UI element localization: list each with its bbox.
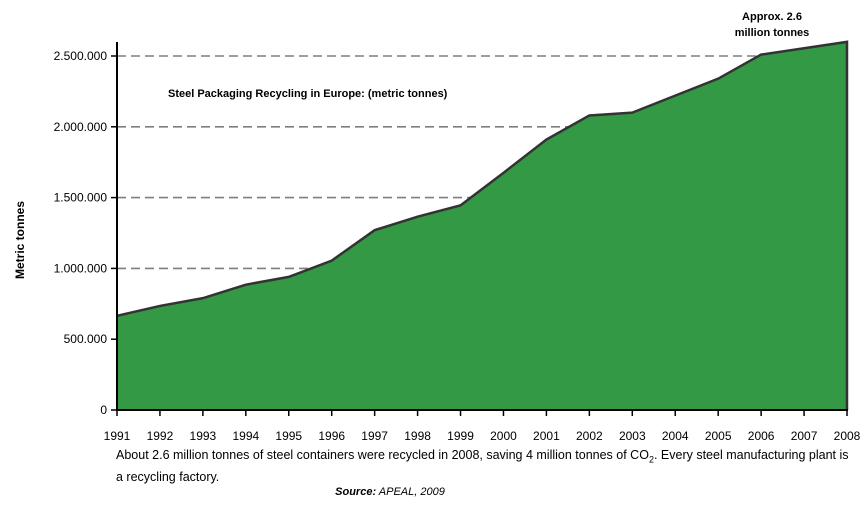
- series-line: [116, 40, 849, 410]
- x-tick-label: 1992: [147, 429, 174, 443]
- y-tick-label: 500.000: [64, 332, 108, 346]
- x-tick-label: 2003: [619, 429, 646, 443]
- caption-text: About 2.6 million tonnes of steel contai…: [116, 448, 649, 462]
- axes: [111, 42, 848, 416]
- x-tick-label: 1991: [104, 429, 131, 443]
- x-tick-labels: 1991 1992 1993 1994 1995 1996 1997 1998 1999 2000…: [104, 429, 861, 443]
- source-value: APEAL, 2009: [376, 486, 445, 498]
- y-tick-labels: 0 500.000 1.000.000 1.500.000 2.000.000 2.500…: [54, 49, 108, 417]
- y-tick-label: 2.000.000: [54, 120, 108, 134]
- x-tick-label: 2006: [748, 429, 775, 443]
- x-tick-label: 1994: [232, 429, 259, 443]
- x-tick-label: 2004: [662, 429, 689, 443]
- source-label: Source:: [335, 486, 377, 498]
- y-tick-label: 1.500.000: [54, 191, 108, 205]
- area-chart: 0 500.000 1.000.000 1.500.000 2.000.000 2.500…: [13, 11, 861, 443]
- x-tick-label: 1998: [404, 429, 431, 443]
- caption: About 2.6 million tonnes of steel contai…: [116, 447, 856, 486]
- x-tick-label: 2005: [705, 429, 732, 443]
- y-tick-label: 0: [100, 403, 107, 417]
- x-tick-label: 2007: [791, 429, 818, 443]
- area-series: [117, 41, 847, 411]
- caption-text-end: . Every steel manufacturing plant is a r…: [116, 448, 849, 484]
- x-tick-label: 1996: [318, 429, 345, 443]
- source-note: Source: APEAL, 2009: [0, 486, 780, 498]
- x-tick-label: 2000: [490, 429, 517, 443]
- chart-title: Steel Packaging Recycling in Europe: (me…: [168, 88, 448, 100]
- annotation-line-1: Approx. 2.6: [742, 11, 802, 23]
- x-tick-label: 1997: [361, 429, 388, 443]
- x-tick-label: 2002: [576, 429, 603, 443]
- x-tick-label: 1995: [275, 429, 302, 443]
- x-tick-label: 1999: [447, 429, 474, 443]
- annotation-line-2: million tonnes: [735, 27, 810, 39]
- x-tick-label: 2001: [533, 429, 560, 443]
- y-axis-label: Metric tonnes: [13, 201, 27, 279]
- y-tick-label: 2.500.000: [54, 49, 108, 63]
- y-tick-label: 1.000.000: [54, 261, 108, 275]
- x-tick-label: 1993: [190, 429, 217, 443]
- x-tick-label: 2008: [834, 429, 861, 443]
- caption-subscript: 2: [648, 454, 654, 465]
